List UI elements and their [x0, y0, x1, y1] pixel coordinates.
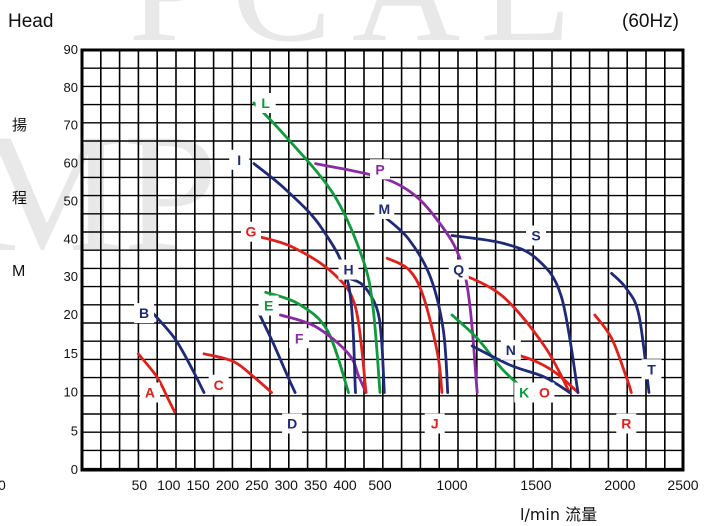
curve-j	[385, 256, 444, 394]
plot-frame	[80, 48, 685, 472]
y-tick-label: 90	[64, 42, 78, 57]
curve-label-bg	[370, 159, 390, 180]
curve-label-g: G	[246, 224, 257, 240]
curve-label-t: T	[647, 361, 656, 377]
y-axis-unit-label: M	[12, 263, 25, 280]
curve-d	[258, 313, 297, 394]
curve-label-d: D	[287, 416, 297, 432]
curve-e	[264, 290, 350, 394]
y-tick-label: 60	[64, 156, 78, 171]
curve-label-o: O	[539, 385, 550, 401]
curve-label-bg	[641, 359, 662, 380]
chart-title-right: (60Hz)	[622, 11, 679, 32]
curve-b	[149, 309, 206, 394]
chart-title-left: Head	[8, 11, 53, 32]
y-tick-label: 10	[64, 385, 78, 400]
x-tick-label: 350	[304, 477, 328, 493]
curve-label-bg	[500, 339, 521, 360]
y-tick-label: 70	[64, 118, 78, 133]
curve-label-bg	[374, 199, 395, 219]
curve-q	[459, 272, 571, 394]
curve-label-p: P	[375, 161, 384, 177]
x-tick-label: 100	[157, 477, 181, 493]
curve-a	[136, 352, 176, 414]
x-tick-label: 250	[245, 477, 269, 493]
x-tick-label: 500	[368, 477, 392, 493]
curve-m	[382, 215, 450, 394]
x-tick-label: 400	[333, 477, 357, 493]
y-tick-label: 5	[71, 423, 78, 438]
curve-label-bg	[139, 382, 160, 403]
curve-l	[252, 101, 382, 394]
x-tick-label: 50	[132, 477, 148, 493]
y-tick-label: 30	[64, 269, 78, 284]
curve-label-bg	[289, 328, 310, 349]
curve-label-bg	[514, 382, 535, 403]
curve-p	[314, 162, 479, 394]
curve-label-s: S	[531, 228, 540, 244]
curve-label-c: C	[214, 377, 224, 393]
x-tick-label: 1000	[436, 477, 467, 493]
curve-h	[343, 275, 386, 394]
curve-label-bg	[534, 382, 555, 403]
origin-label: 0	[0, 477, 6, 493]
curve-g	[252, 234, 368, 394]
curve-label-bg	[616, 413, 637, 434]
curve-s	[450, 234, 580, 394]
curve-r	[593, 313, 633, 394]
x-tick-label: 1500	[520, 477, 551, 493]
curve-f	[279, 313, 368, 394]
curve-label-a: A	[145, 385, 155, 401]
y-tick-label: 0	[71, 462, 78, 477]
curve-label-q: Q	[453, 262, 464, 278]
watermark-left: MP	[0, 99, 218, 287]
curve-label-bg	[255, 93, 276, 113]
x-tick-label: 2500	[667, 477, 698, 493]
curve-label-bg	[424, 413, 445, 434]
curve-label-bg	[526, 225, 546, 246]
curve-label-l: L	[261, 95, 270, 111]
x-tick-label: 200	[216, 477, 240, 493]
curve-labels: A B C D E F G H I J K L M N O P Q R S T	[134, 93, 662, 434]
curve-label-k: K	[519, 385, 529, 401]
curve-label-bg	[134, 303, 155, 324]
curve-i	[252, 162, 357, 394]
curve-label-h: H	[343, 262, 353, 278]
curve-n	[470, 344, 571, 394]
y-axis-label-char-2: 程	[12, 189, 27, 207]
watermark-top: PCAL	[128, 0, 591, 73]
x-tick-label: 150	[186, 477, 210, 493]
curve-label-m: M	[378, 201, 390, 217]
y-tick-label: 50	[64, 193, 78, 208]
curve-label-b: B	[139, 305, 149, 321]
y-tick-label: 20	[64, 307, 78, 322]
curve-label-bg	[229, 149, 250, 170]
x-axis-label: l/min 流量	[520, 505, 597, 524]
curve-label-r: R	[621, 416, 631, 432]
curve-label-bg	[258, 295, 279, 316]
x-tick-label: 300	[275, 477, 299, 493]
curve-c	[202, 352, 273, 394]
y-tick-label: 80	[64, 80, 78, 95]
curve-label-n: N	[506, 342, 516, 358]
y-tick-label: 15	[64, 346, 78, 361]
curve-o	[512, 352, 580, 394]
curve-label-bg	[338, 259, 359, 280]
curve-label-bg	[241, 221, 261, 242]
pump-curves	[136, 101, 651, 414]
curve-label-bg	[448, 259, 469, 280]
x-tick-label: 2000	[604, 477, 635, 493]
curve-t	[610, 272, 651, 394]
curve-label-f: F	[295, 330, 304, 346]
curve-label-bg	[282, 413, 303, 434]
y-tick-label: 40	[64, 231, 78, 246]
y-axis-label-char-1: 揚	[12, 116, 27, 134]
curve-label-e: E	[264, 298, 273, 314]
curve-label-j: J	[431, 416, 439, 432]
x-tick-labels: 50 100 150 200 250 300 350 400 500 1000 1500 2000 25…	[132, 477, 699, 493]
curve-label-i: I	[237, 152, 241, 168]
curve-label-bg	[208, 374, 229, 395]
